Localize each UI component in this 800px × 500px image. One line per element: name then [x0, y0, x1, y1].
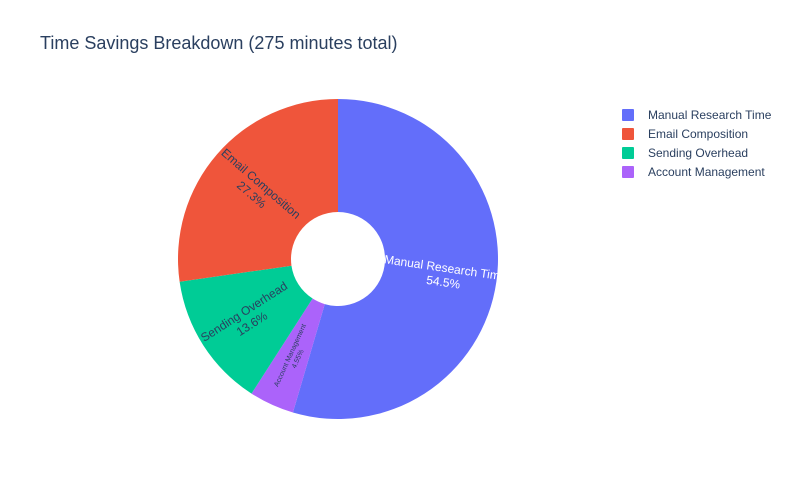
slice-label-percent: 54.5%: [425, 273, 461, 292]
legend-swatch: [622, 146, 634, 159]
slice-email-composition[interactable]: [178, 99, 338, 282]
legend-item-manual-research-time[interactable]: Manual Research Time: [622, 105, 771, 124]
legend-swatch: [622, 108, 634, 121]
legend-label: Email Composition: [648, 126, 749, 141]
legend-label: Manual Research Time: [648, 107, 772, 122]
legend-swatch: [622, 127, 634, 140]
legend-item-sending-overhead[interactable]: Sending Overhead: [622, 143, 771, 162]
legend-label: Sending Overhead: [648, 145, 749, 160]
legend-label: Account Management: [648, 164, 765, 179]
slice-manual-research-time[interactable]: [292, 99, 499, 420]
slice-account-management[interactable]: [251, 298, 325, 413]
legend-item-email-composition[interactable]: Email Composition: [622, 124, 771, 143]
chart-title: Time Savings Breakdown (275 minutes tota…: [40, 33, 398, 53]
slice-sending-overhead[interactable]: [179, 265, 313, 394]
chart-legend: Manual Research Time Email Composition Sen…: [622, 105, 771, 181]
legend-swatch: [622, 165, 634, 178]
legend-item-account-management[interactable]: Account Management: [622, 162, 771, 181]
